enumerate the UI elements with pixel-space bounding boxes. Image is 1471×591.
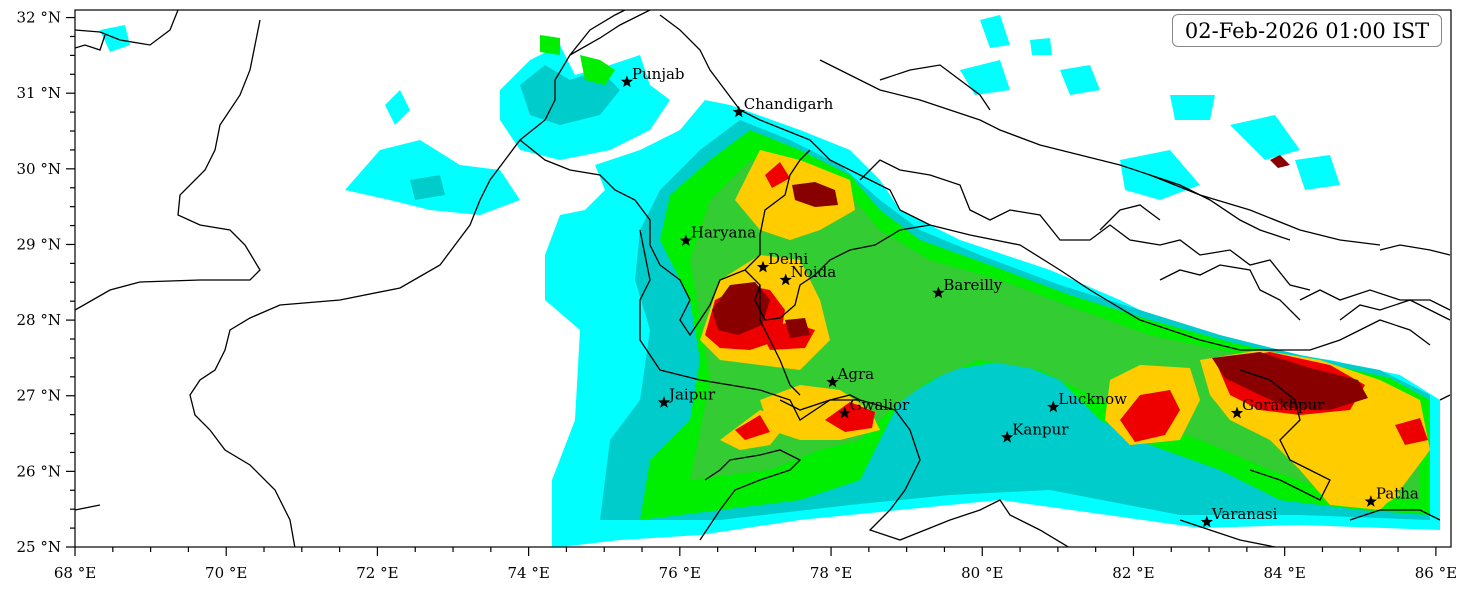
city-label: Haryana [691,224,756,242]
x-tick-label: 76 °E [659,564,701,582]
city-star-icon [932,286,945,299]
x-tick-label: 70 °E [205,564,247,582]
city-star-icon [1047,400,1060,413]
city-label: Delhi [768,250,808,268]
city-star-icon [620,75,634,88]
x-tick-label: 74 °E [507,564,549,582]
city-label: Gwalior [850,396,910,414]
x-tick-label: 72 °E [356,564,398,582]
x-tick-label: 68 °E [54,564,96,582]
city-label: Patha [1376,485,1419,503]
city-label: Agra [837,365,875,383]
city-star-icon [1364,495,1377,507]
city-star-icon [1230,406,1244,419]
x-tick-label: 86 °E [1415,564,1457,582]
city-label: Jaipur [667,386,716,404]
city-star-icon [1001,430,1014,443]
city-label: Bareilly [943,276,1002,294]
plot-area [75,10,1451,547]
rain-band-darkred [712,155,1368,410]
y-tick-label: 30 °N [17,160,61,178]
x-tick-label: 78 °E [810,564,852,582]
y-tick-label: 26 °N [17,462,61,480]
x-tick-label: 80 °E [961,564,1003,582]
city-star-icon [679,234,693,246]
y-tick-label: 25 °N [17,538,61,556]
country-state-borders [75,10,1451,547]
city-star-icon [826,375,839,388]
city-label: Varanasi [1211,505,1278,523]
city-label: Punjab [632,65,685,83]
city-star-icon [838,406,851,419]
x-tick-labels: 68 °E 70 °E 72 °E 74 °E 76 °E 78 °E 80 °E 82 °E… [54,564,1457,582]
x-tick-label: 82 °E [1112,564,1154,582]
y-tick-label: 31 °N [17,84,61,102]
city-star-icon [1200,515,1213,528]
axes-frame [74,9,1452,548]
city-label: Noida [791,263,837,281]
city-label: Kanpur [1012,420,1069,438]
y-tick-label: 28 °N [17,311,61,329]
city-label: Chandigarh [744,95,834,113]
x-tick-label: 84 °E [1264,564,1306,582]
axis-ticks [66,16,1437,556]
timestamp-label: 02-Feb-2026 01:00 IST [1172,14,1442,47]
city-star-icon [779,273,792,286]
city-star-icon [756,260,770,273]
city-label: Gorakhpur [1242,396,1325,414]
y-tick-label: 29 °N [17,235,61,253]
y-tick-label: 32 °N [17,9,61,27]
y-tick-label: 27 °N [17,387,61,405]
city-star-icon [732,105,745,118]
city-label: Lucknow [1058,390,1127,408]
y-tick-labels: 32 °N 31 °N 30 °N 29 °N 28 °N 27 °N 26 °N 25 °N [17,9,61,556]
city-star-icon [657,396,671,408]
